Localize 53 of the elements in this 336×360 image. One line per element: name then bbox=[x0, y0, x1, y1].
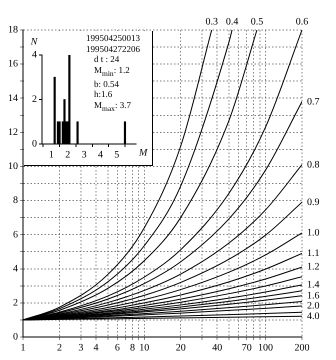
series-label: 2.0 bbox=[307, 300, 320, 312]
annotation: M$_{max}$: 3.7 bbox=[93, 100, 132, 114]
annotation: d t : 24 bbox=[93, 54, 120, 64]
annotation: 199504272206 bbox=[86, 44, 141, 54]
annotation: M$_{min}$: 1.2 bbox=[93, 64, 131, 79]
x-tick-label: 3 bbox=[78, 342, 84, 354]
x-tick-label: 1 bbox=[20, 342, 26, 354]
y-axis-title: N bbox=[30, 36, 39, 48]
series-label: 0.9 bbox=[307, 196, 320, 208]
series-label: 0.4 bbox=[226, 16, 238, 28]
y-tick-label: 0 bbox=[32, 138, 37, 150]
annotation: h:1.6 bbox=[93, 89, 114, 100]
x-tick-label: 1 bbox=[48, 150, 54, 161]
x-tick-label: 100 bbox=[258, 342, 273, 354]
series-label: 1.2 bbox=[307, 262, 320, 273]
series-label: 1.1 bbox=[307, 248, 320, 260]
series-label: 0.5 bbox=[250, 16, 264, 28]
y-tick-label: 16 bbox=[8, 58, 18, 70]
y-tick-label: 4 bbox=[32, 50, 37, 61]
x-tick-label: 5 bbox=[114, 150, 120, 161]
y-tick-label: 2 bbox=[32, 94, 37, 106]
x-tick-label: 8 bbox=[130, 342, 135, 354]
x-tick-label: 2 bbox=[65, 150, 70, 161]
y-tick-label: 10 bbox=[8, 161, 18, 172]
y-tick-label: 0 bbox=[13, 332, 18, 343]
series-label: 1.0 bbox=[307, 228, 320, 239]
series-label: 0.8 bbox=[307, 159, 320, 170]
y-tick-label: 18 bbox=[8, 24, 18, 36]
x-tick-label: 3 bbox=[82, 150, 87, 161]
x-tick-label: 200 bbox=[294, 342, 310, 354]
series-label: 1.6 bbox=[307, 290, 320, 302]
x-tick-label: 10 bbox=[139, 342, 150, 354]
series-label: 4.0 bbox=[307, 310, 320, 322]
x-tick-label: 4 bbox=[94, 342, 98, 354]
annotation: b: 0.54 bbox=[93, 78, 120, 90]
y-tick-label: 14 bbox=[8, 92, 18, 104]
x-tick-label: 40 bbox=[212, 342, 222, 354]
annotation: 199504250013 bbox=[86, 33, 141, 44]
series-label: 0.7 bbox=[307, 96, 320, 108]
x-tick-label: 4 bbox=[98, 150, 103, 161]
y-tick-label: 2 bbox=[13, 298, 18, 309]
x-tick-label: 2 bbox=[57, 342, 62, 354]
x-tick-label: 6 bbox=[114, 342, 120, 354]
y-tick-label: 12 bbox=[8, 126, 18, 138]
series-label: 0.6 bbox=[296, 16, 308, 28]
x-tick-label: 70 bbox=[242, 342, 252, 354]
y-tick-label: 4 bbox=[13, 263, 18, 274]
y-tick-label: 8 bbox=[13, 195, 18, 206]
series-label: 0.3 bbox=[205, 16, 218, 28]
series-label: 1.4 bbox=[307, 279, 320, 290]
x-axis-title: M bbox=[138, 148, 148, 159]
y-tick-label: 6 bbox=[13, 229, 18, 240]
x-tick-label: 20 bbox=[176, 342, 186, 354]
